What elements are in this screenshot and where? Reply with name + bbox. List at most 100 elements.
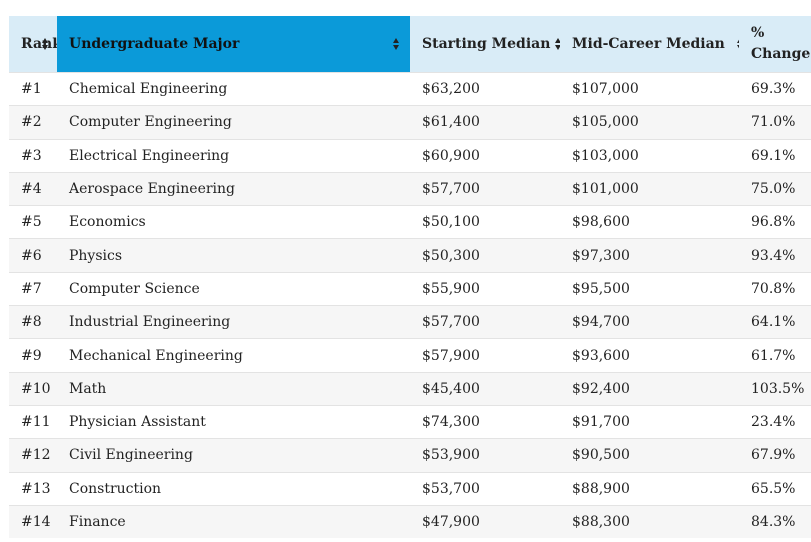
rank-cell: #7 (9, 271, 57, 306)
percent-change-cell: 69.1% (739, 138, 811, 173)
percent-change-cell: 75.0% (739, 171, 811, 206)
header-row: Rank Undergraduate Major Starting Median… (9, 16, 811, 73)
percent-change-cell: 93.4% (739, 238, 811, 273)
percent-change-cell: 23.4% (739, 404, 811, 439)
column-header-rank[interactable]: Rank (9, 16, 62, 73)
major-cell: Chemical Engineering (57, 71, 410, 106)
table-row[interactable]: #10 Math $45,400 $92,400 103.5% (9, 371, 811, 406)
major-cell: Finance (57, 504, 410, 539)
mid-career-median-cell: $91,700 (560, 404, 739, 439)
starting-median-cell: $55,900 (410, 271, 560, 306)
percent-change-cell: 84.3% (739, 504, 811, 539)
major-cell: Electrical Engineering (57, 138, 410, 173)
column-header-rank-label: Rank (21, 36, 62, 52)
mid-career-median-cell: $97,300 (560, 238, 739, 273)
rank-cell: #5 (9, 205, 57, 239)
mid-career-median-cell: $101,000 (560, 171, 739, 206)
sort-updown-icon[interactable] (393, 38, 400, 50)
table-row[interactable]: #13 Construction $53,700 $88,900 65.5% (9, 471, 811, 506)
rank-cell: #8 (9, 305, 57, 339)
starting-median-cell: $57,900 (410, 338, 560, 373)
column-header-mid-career-median[interactable]: Mid-Career Median (560, 16, 743, 73)
starting-median-cell: $50,300 (410, 238, 560, 273)
percent-change-cell: 103.5% (739, 371, 811, 406)
rank-cell: #6 (9, 238, 57, 273)
rank-cell: #13 (9, 471, 57, 506)
starting-median-cell: $57,700 (410, 305, 560, 339)
table-row[interactable]: #6 Physics $50,300 $97,300 93.4% (9, 238, 811, 273)
rank-cell: #4 (9, 171, 57, 206)
mid-career-median-cell: $92,400 (560, 371, 739, 406)
mid-career-median-cell: $88,900 (560, 471, 739, 506)
rank-cell: #10 (9, 371, 57, 406)
table-header: Rank Undergraduate Major Starting Median… (9, 16, 811, 73)
percent-change-cell: 61.7% (739, 338, 811, 373)
major-cell: Aerospace Engineering (57, 171, 410, 206)
rank-cell: #3 (9, 138, 57, 173)
percent-change-cell: 65.5% (739, 471, 811, 506)
rank-cell: #12 (9, 438, 57, 473)
column-header-major-label: Undergraduate Major (69, 36, 240, 52)
major-cell: Physician Assistant (57, 404, 410, 439)
sort-updown-icon[interactable] (555, 38, 562, 50)
table-row[interactable]: #11 Physician Assistant $74,300 $91,700 23.4… (9, 404, 811, 439)
major-cell: Mechanical Engineering (57, 338, 410, 373)
mid-career-median-cell: $105,000 (560, 105, 739, 140)
mid-career-median-cell: $94,700 (560, 305, 739, 339)
mid-career-median-cell: $90,500 (560, 438, 739, 473)
table-row[interactable]: #14 Finance $47,900 $88,300 84.3% (9, 504, 811, 539)
table-row[interactable]: #2 Computer Engineering $61,400 $105,000 71.… (9, 105, 811, 140)
starting-median-cell: $63,200 (410, 71, 560, 106)
salary-table-container: Rank Undergraduate Major Starting Median… (9, 16, 811, 539)
percent-change-cell: 67.9% (739, 438, 811, 473)
salary-table: Rank Undergraduate Major Starting Median… (9, 16, 811, 539)
column-header-mid-career-median-label: Mid-Career Median (572, 36, 725, 52)
major-cell: Computer Engineering (57, 105, 410, 140)
starting-median-cell: $45,400 (410, 371, 560, 406)
table-row[interactable]: #1 Chemical Engineering $63,200 $107,000 69.… (9, 71, 811, 106)
column-header-percent-change-label: % Change (751, 25, 811, 62)
rank-cell: #11 (9, 404, 57, 439)
table-row[interactable]: #4 Aerospace Engineering $57,700 $101,000 75… (9, 171, 811, 206)
rank-cell: #9 (9, 338, 57, 373)
major-cell: Civil Engineering (57, 438, 410, 473)
table-row[interactable]: #5 Economics $50,100 $98,600 96.8% (9, 205, 811, 239)
table-row[interactable]: #3 Electrical Engineering $60,900 $103,000 6… (9, 138, 811, 173)
major-cell: Computer Science (57, 271, 410, 306)
rank-cell: #2 (9, 105, 57, 140)
starting-median-cell: $53,700 (410, 471, 560, 506)
percent-change-cell: 70.8% (739, 271, 811, 306)
sort-updown-icon[interactable] (42, 38, 49, 50)
table-row[interactable]: #9 Mechanical Engineering $57,900 $93,600 61… (9, 338, 811, 373)
rank-cell: #14 (9, 504, 57, 539)
starting-median-cell: $61,400 (410, 105, 560, 140)
percent-change-cell: 71.0% (739, 105, 811, 140)
percent-change-cell: 69.3% (739, 71, 811, 106)
table-body: #1 Chemical Engineering $63,200 $107,000 69.… (9, 71, 811, 539)
mid-career-median-cell: $98,600 (560, 205, 739, 239)
mid-career-median-cell: $103,000 (560, 138, 739, 173)
mid-career-median-cell: $88,300 (560, 504, 739, 539)
major-cell: Math (57, 371, 410, 406)
major-cell: Construction (57, 471, 410, 506)
major-cell: Economics (57, 205, 410, 239)
column-header-starting-median[interactable]: Starting Median (410, 16, 562, 73)
table-row[interactable]: #7 Computer Science $55,900 $95,500 70.8% (9, 271, 811, 306)
mid-career-median-cell: $93,600 (560, 338, 739, 373)
starting-median-cell: $53,900 (410, 438, 560, 473)
column-header-starting-median-label: Starting Median (422, 36, 551, 52)
starting-median-cell: $57,700 (410, 171, 560, 206)
column-header-percent-change[interactable]: % Change (739, 16, 811, 73)
column-header-major[interactable]: Undergraduate Major (57, 16, 410, 73)
starting-median-cell: $47,900 (410, 504, 560, 539)
starting-median-cell: $60,900 (410, 138, 560, 173)
starting-median-cell: $74,300 (410, 404, 560, 439)
mid-career-median-cell: $95,500 (560, 271, 739, 306)
table-row[interactable]: #12 Civil Engineering $53,900 $90,500 67.9% (9, 438, 811, 473)
percent-change-cell: 64.1% (739, 305, 811, 339)
percent-change-cell: 96.8% (739, 205, 811, 239)
mid-career-median-cell: $107,000 (560, 71, 739, 106)
major-cell: Physics (57, 238, 410, 273)
table-row[interactable]: #8 Industrial Engineering $57,700 $94,700 64… (9, 305, 811, 339)
rank-cell: #1 (9, 71, 57, 106)
